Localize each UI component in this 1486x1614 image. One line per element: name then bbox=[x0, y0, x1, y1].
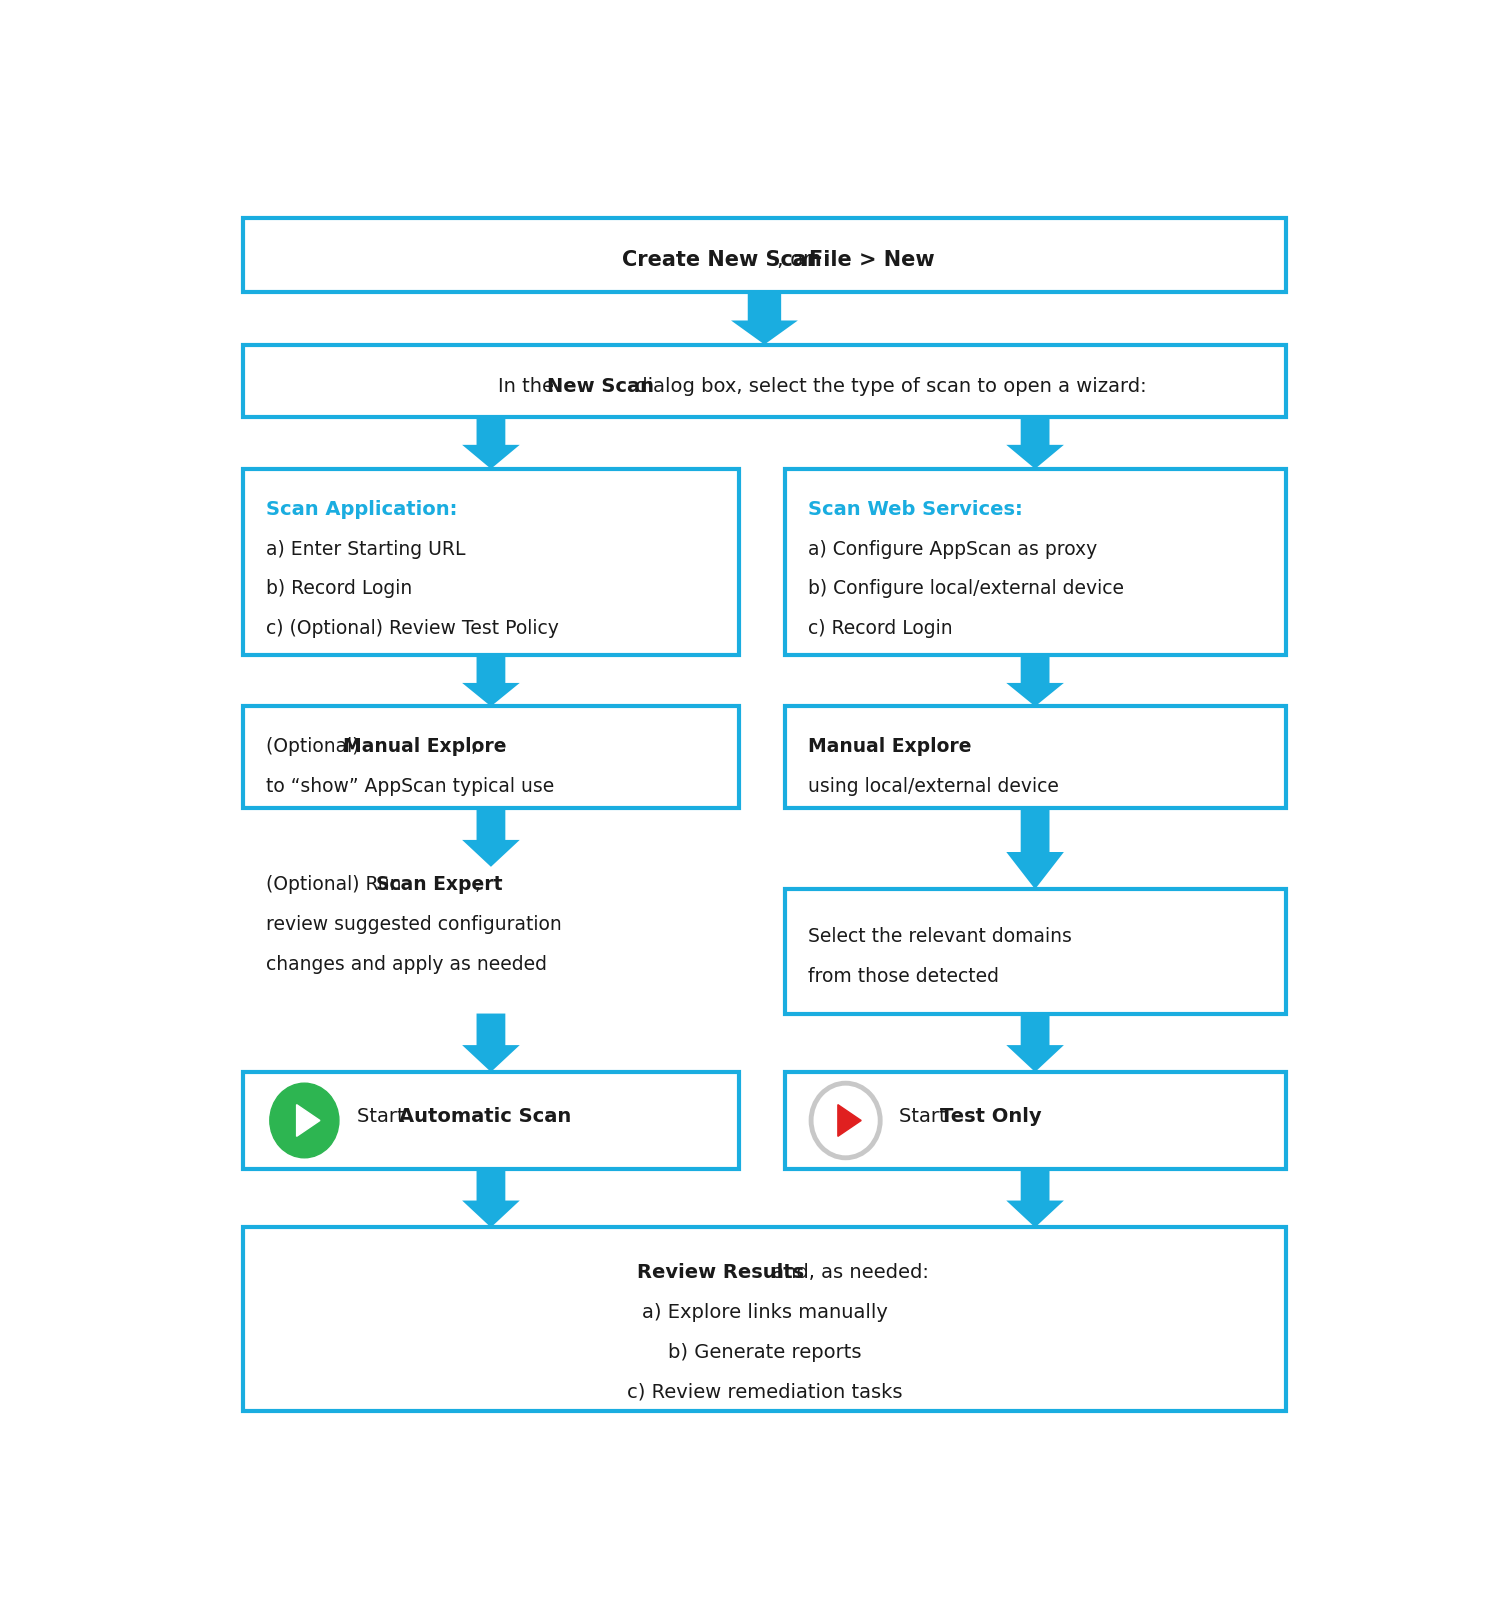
Text: a) Enter Starting URL: a) Enter Starting URL bbox=[266, 539, 467, 558]
Text: from those detected: from those detected bbox=[808, 967, 999, 986]
Text: Start: Start bbox=[357, 1106, 412, 1125]
Text: changes and apply as needed: changes and apply as needed bbox=[266, 954, 547, 973]
Text: , or: , or bbox=[777, 250, 819, 270]
FancyBboxPatch shape bbox=[244, 1072, 739, 1169]
Text: ,: , bbox=[470, 736, 476, 755]
Text: c) Review remediation tasks: c) Review remediation tasks bbox=[627, 1382, 902, 1401]
Text: Select the relevant domains: Select the relevant domains bbox=[808, 926, 1071, 946]
Text: a) Configure AppScan as proxy: a) Configure AppScan as proxy bbox=[808, 539, 1097, 558]
Text: b) Generate reports: b) Generate reports bbox=[667, 1341, 862, 1361]
Polygon shape bbox=[838, 1106, 862, 1136]
Polygon shape bbox=[462, 655, 520, 707]
Polygon shape bbox=[462, 1169, 520, 1228]
Polygon shape bbox=[297, 1106, 319, 1136]
Text: Create New Scan: Create New Scan bbox=[623, 250, 822, 270]
Text: ,: , bbox=[474, 875, 480, 894]
Text: New Scan: New Scan bbox=[547, 376, 654, 395]
FancyBboxPatch shape bbox=[785, 1072, 1285, 1169]
Polygon shape bbox=[1006, 418, 1064, 470]
Text: Manual Explore: Manual Explore bbox=[343, 736, 507, 755]
FancyBboxPatch shape bbox=[244, 707, 739, 809]
Circle shape bbox=[811, 1083, 880, 1159]
FancyBboxPatch shape bbox=[244, 218, 1285, 294]
FancyBboxPatch shape bbox=[244, 1228, 1285, 1412]
Text: File > New: File > New bbox=[810, 250, 935, 270]
Text: b) Configure local/external device: b) Configure local/external device bbox=[808, 579, 1123, 597]
Text: to “show” AppScan typical use: to “show” AppScan typical use bbox=[266, 776, 554, 796]
Text: Review Results: Review Results bbox=[636, 1262, 804, 1282]
Polygon shape bbox=[462, 418, 520, 470]
Text: dialog box, select the type of scan to open a wizard:: dialog box, select the type of scan to o… bbox=[630, 376, 1147, 395]
FancyBboxPatch shape bbox=[244, 345, 1285, 418]
Circle shape bbox=[270, 1083, 339, 1159]
Polygon shape bbox=[731, 294, 798, 345]
FancyBboxPatch shape bbox=[785, 889, 1285, 1014]
Polygon shape bbox=[1006, 1169, 1064, 1228]
Text: Scan Application:: Scan Application: bbox=[266, 499, 458, 518]
FancyBboxPatch shape bbox=[785, 470, 1285, 655]
Text: b) Record Login: b) Record Login bbox=[266, 579, 413, 597]
Text: Test Only: Test Only bbox=[941, 1106, 1042, 1125]
Text: a) Explore links manually: a) Explore links manually bbox=[642, 1302, 887, 1322]
Polygon shape bbox=[462, 809, 520, 867]
FancyBboxPatch shape bbox=[785, 707, 1285, 809]
Text: review suggested configuration: review suggested configuration bbox=[266, 915, 562, 933]
Text: (Optional): (Optional) bbox=[266, 736, 366, 755]
Text: and, as needed:: and, as needed: bbox=[767, 1262, 929, 1282]
Polygon shape bbox=[1006, 655, 1064, 707]
Text: In the: In the bbox=[498, 376, 560, 395]
Polygon shape bbox=[1006, 1014, 1064, 1072]
Text: Manual Explore: Manual Explore bbox=[808, 736, 972, 755]
Polygon shape bbox=[1006, 809, 1064, 889]
Text: c) (Optional) Review Test Policy: c) (Optional) Review Test Policy bbox=[266, 618, 559, 638]
Polygon shape bbox=[462, 1014, 520, 1072]
Text: Scan Web Services:: Scan Web Services: bbox=[808, 499, 1022, 518]
FancyBboxPatch shape bbox=[244, 470, 739, 655]
Text: Scan Expert: Scan Expert bbox=[376, 875, 502, 894]
Text: c) Record Login: c) Record Login bbox=[808, 618, 953, 638]
Text: (Optional) Run: (Optional) Run bbox=[266, 875, 407, 894]
Text: Start: Start bbox=[899, 1106, 953, 1125]
Text: using local/external device: using local/external device bbox=[808, 776, 1058, 796]
Text: Automatic Scan: Automatic Scan bbox=[400, 1106, 571, 1125]
